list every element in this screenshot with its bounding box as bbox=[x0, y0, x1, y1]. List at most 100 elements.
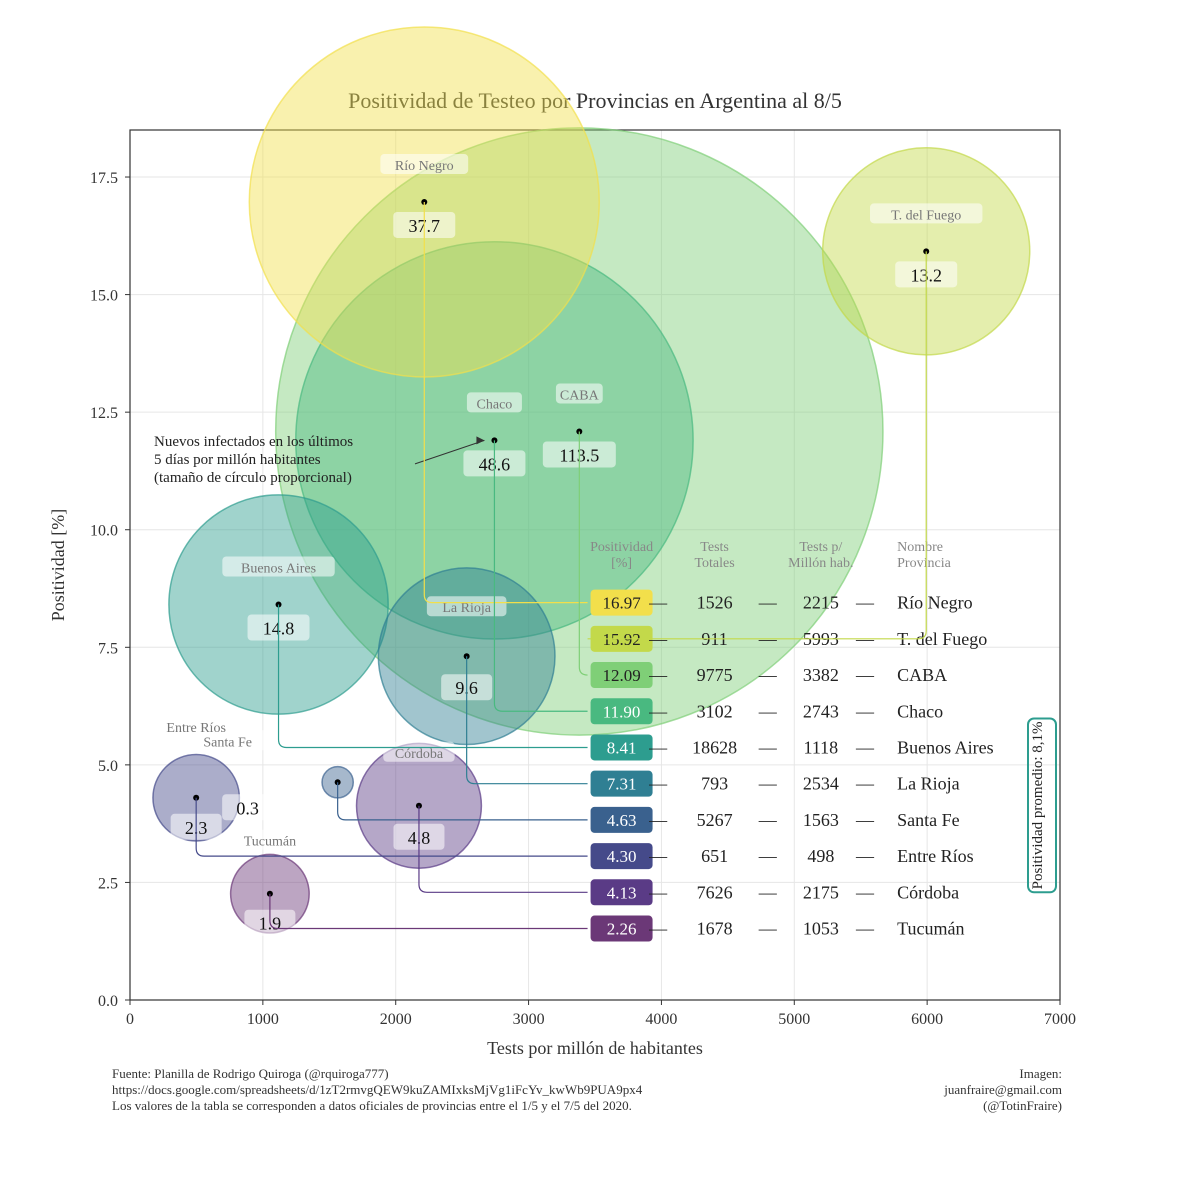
positivity-value: 4.30 bbox=[607, 847, 637, 866]
province-name: Entre Ríos bbox=[897, 846, 974, 866]
svg-text:5.0: 5.0 bbox=[98, 758, 118, 775]
svg-text:—: — bbox=[758, 846, 778, 866]
svg-text:5000: 5000 bbox=[778, 1011, 810, 1028]
footer-right: Imagen: bbox=[1019, 1066, 1062, 1081]
svg-text:10.0: 10.0 bbox=[90, 523, 118, 540]
tests-total: 18628 bbox=[692, 737, 737, 757]
svg-text:—: — bbox=[648, 810, 668, 830]
svg-text:—: — bbox=[855, 810, 875, 830]
svg-text:1000: 1000 bbox=[247, 1011, 279, 1028]
tests-total: 9775 bbox=[697, 665, 733, 685]
svg-text:Positividad: Positividad bbox=[590, 540, 653, 555]
tests-per-million: 2743 bbox=[803, 701, 839, 721]
bubble-name: Tucumán bbox=[244, 835, 296, 850]
svg-text:(tamaño de círculo proporciona: (tamaño de círculo proporcional) bbox=[154, 470, 352, 486]
footer-left: Los valores de la tabla se corresponden … bbox=[112, 1098, 632, 1113]
positivity-value: 4.63 bbox=[607, 811, 637, 830]
province-name: La Rioja bbox=[897, 774, 959, 794]
svg-text:0.0: 0.0 bbox=[98, 993, 118, 1010]
svg-text:Millón hab.: Millón hab. bbox=[788, 556, 853, 571]
svg-text:15.0: 15.0 bbox=[90, 288, 118, 305]
tests-total: 3102 bbox=[697, 701, 733, 721]
svg-text:Tests: Tests bbox=[700, 540, 729, 555]
svg-text:7.5: 7.5 bbox=[98, 640, 118, 657]
tests-per-million: 498 bbox=[807, 846, 834, 866]
tests-per-million: 1563 bbox=[803, 810, 839, 830]
bubble-value: 0.3 bbox=[236, 798, 259, 818]
positivity-value: 11.90 bbox=[603, 702, 641, 721]
positivity-value: 2.26 bbox=[607, 920, 637, 939]
svg-text:Nombre: Nombre bbox=[897, 540, 943, 555]
footer-left: https://docs.google.com/spreadsheets/d/1… bbox=[112, 1082, 643, 1097]
svg-text:—: — bbox=[855, 846, 875, 866]
province-name: Buenos Aires bbox=[897, 737, 994, 757]
svg-text:5 días por millón habitantes: 5 días por millón habitantes bbox=[154, 452, 321, 468]
tests-per-million: 3382 bbox=[803, 665, 839, 685]
footer-right: (@TotinFraire) bbox=[983, 1098, 1062, 1113]
svg-text:—: — bbox=[758, 774, 778, 794]
svg-text:12.5: 12.5 bbox=[90, 405, 118, 422]
positivity-value: 12.09 bbox=[602, 666, 640, 685]
svg-text:—: — bbox=[855, 737, 875, 757]
svg-text:—: — bbox=[855, 919, 875, 939]
svg-text:7000: 7000 bbox=[1044, 1011, 1076, 1028]
svg-text:—: — bbox=[758, 665, 778, 685]
bubble-name: Santa Fe bbox=[203, 735, 252, 750]
tests-per-million: 2534 bbox=[803, 774, 839, 794]
svg-text:—: — bbox=[758, 593, 778, 613]
svg-text:0: 0 bbox=[126, 1011, 134, 1028]
province-name: Chaco bbox=[897, 701, 943, 721]
bubble-name: T. del Fuego bbox=[891, 208, 961, 223]
svg-text:[%]: [%] bbox=[611, 556, 632, 571]
province-name: Tucumán bbox=[897, 919, 964, 939]
y-axis-label: Positividad [%] bbox=[48, 509, 68, 622]
svg-text:—: — bbox=[758, 701, 778, 721]
bubble-name: Chaco bbox=[477, 397, 513, 412]
svg-text:—: — bbox=[855, 593, 875, 613]
svg-text:—: — bbox=[758, 737, 778, 757]
tests-per-million: 2215 bbox=[803, 593, 839, 613]
svg-text:—: — bbox=[758, 882, 778, 902]
bubble-name: Buenos Aires bbox=[241, 562, 316, 577]
svg-text:6000: 6000 bbox=[911, 1011, 943, 1028]
tests-per-million: 2175 bbox=[803, 882, 839, 902]
svg-text:4000: 4000 bbox=[645, 1011, 677, 1028]
svg-text:2.5: 2.5 bbox=[98, 875, 118, 892]
svg-text:—: — bbox=[648, 593, 668, 613]
svg-text:—: — bbox=[855, 701, 875, 721]
province-name: Córdoba bbox=[897, 882, 959, 902]
svg-text:Provincia: Provincia bbox=[897, 556, 951, 571]
tests-total: 1678 bbox=[697, 919, 733, 939]
svg-text:—: — bbox=[648, 737, 668, 757]
svg-text:—: — bbox=[855, 665, 875, 685]
positivity-value: 4.13 bbox=[607, 883, 637, 902]
svg-text:—: — bbox=[855, 774, 875, 794]
bubble-name: Río Negro bbox=[395, 159, 454, 174]
avg-positivity-label: Positividad promedio: 8,1% bbox=[1030, 721, 1046, 889]
svg-text:Totales: Totales bbox=[694, 556, 734, 571]
tests-total: 5267 bbox=[697, 810, 733, 830]
bubble-name: Córdoba bbox=[395, 747, 444, 762]
svg-text:—: — bbox=[648, 774, 668, 794]
tests-total: 793 bbox=[701, 774, 728, 794]
footer: Fuente: Planilla de Rodrigo Quiroga (@rq… bbox=[112, 1066, 1062, 1113]
bubble-name: CABA bbox=[560, 388, 600, 403]
svg-text:—: — bbox=[855, 882, 875, 902]
table-connector bbox=[270, 894, 588, 929]
svg-text:Tests p/: Tests p/ bbox=[799, 540, 842, 555]
svg-text:—: — bbox=[648, 882, 668, 902]
tests-per-million: 1118 bbox=[804, 737, 839, 757]
positivity-value: 8.41 bbox=[607, 738, 637, 757]
bubble-name: Entre Ríos bbox=[166, 721, 226, 736]
tests-total: 7626 bbox=[697, 882, 733, 902]
svg-text:—: — bbox=[758, 810, 778, 830]
svg-text:—: — bbox=[648, 665, 668, 685]
tests-per-million: 1053 bbox=[803, 919, 839, 939]
svg-text:Nuevos infectados en los últim: Nuevos infectados en los últimos bbox=[154, 434, 353, 450]
svg-text:—: — bbox=[648, 846, 668, 866]
x-axis-label: Tests por millón de habitantes bbox=[487, 1038, 703, 1058]
bubble-name: La Rioja bbox=[442, 601, 491, 616]
province-name: Río Negro bbox=[897, 593, 973, 613]
province-name: Santa Fe bbox=[897, 810, 960, 830]
svg-text:—: — bbox=[648, 701, 668, 721]
